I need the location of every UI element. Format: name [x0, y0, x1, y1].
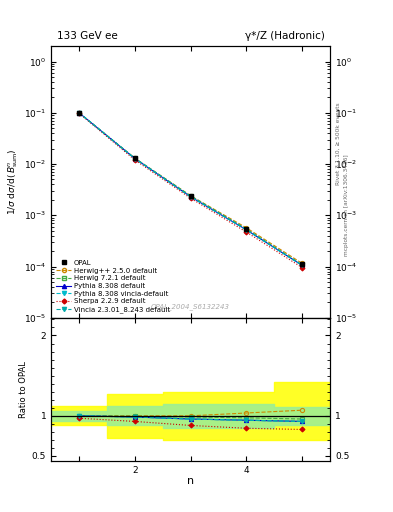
Sherpa 2.2.9 default — [77, 110, 81, 116]
Text: 133 GeV ee: 133 GeV ee — [57, 31, 118, 40]
Pythia 8.308 default — [188, 194, 193, 200]
Herwig++ 2.5.0 default — [77, 110, 81, 116]
Pythia 8.308 vincia-default — [132, 156, 137, 162]
Pythia 8.308 vincia-default — [77, 110, 81, 116]
Text: Rivet 3.1.10, ≥ 500k events: Rivet 3.1.10, ≥ 500k events — [336, 102, 341, 185]
Text: mcplots.cern.ch [arXiv:1306.3436]: mcplots.cern.ch [arXiv:1306.3436] — [344, 154, 349, 255]
Pythia 8.308 vincia-default — [244, 227, 249, 233]
Line: Herwig 7.2.1 default: Herwig 7.2.1 default — [77, 111, 304, 267]
Line: Pythia 8.308 default: Pythia 8.308 default — [77, 111, 304, 268]
Text: OPAL_2004_S6132243: OPAL_2004_S6132243 — [151, 303, 230, 310]
Herwig 7.2.1 default — [300, 262, 305, 268]
Legend: OPAL, Herwig++ 2.5.0 default, Herwig 7.2.1 default, Pythia 8.308 default, Pythia: OPAL, Herwig++ 2.5.0 default, Herwig 7.2… — [55, 259, 172, 314]
Herwig 7.2.1 default — [244, 226, 249, 232]
Pythia 8.308 vincia-default — [188, 194, 193, 200]
Vincia 2.3.01_8.243 default — [244, 227, 249, 233]
Vincia 2.3.01_8.243 default — [188, 194, 193, 200]
Sherpa 2.2.9 default — [132, 157, 137, 163]
Herwig++ 2.5.0 default — [132, 155, 137, 161]
Herwig 7.2.1 default — [188, 193, 193, 199]
Herwig++ 2.5.0 default — [300, 261, 305, 267]
Line: Herwig++ 2.5.0 default: Herwig++ 2.5.0 default — [77, 111, 304, 266]
Text: γ*/Z (Hadronic): γ*/Z (Hadronic) — [245, 31, 325, 40]
Herwig++ 2.5.0 default — [188, 193, 193, 199]
Pythia 8.308 default — [300, 262, 305, 268]
Pythia 8.308 vincia-default — [300, 262, 305, 268]
Y-axis label: $1/\sigma\;\mathrm{d}\sigma/\mathrm{d}(\,B^n_\mathrm{sum})$: $1/\sigma\;\mathrm{d}\sigma/\mathrm{d}(\… — [6, 148, 20, 215]
Vincia 2.3.01_8.243 default — [132, 156, 137, 162]
Y-axis label: Ratio to OPAL: Ratio to OPAL — [19, 361, 28, 418]
X-axis label: n: n — [187, 476, 194, 486]
Line: Vincia 2.3.01_8.243 default: Vincia 2.3.01_8.243 default — [77, 111, 304, 268]
Line: Pythia 8.308 vincia-default: Pythia 8.308 vincia-default — [77, 111, 304, 268]
Pythia 8.308 default — [244, 227, 249, 233]
Herwig++ 2.5.0 default — [244, 225, 249, 231]
Pythia 8.308 default — [77, 110, 81, 116]
Vincia 2.3.01_8.243 default — [300, 262, 305, 268]
Pythia 8.308 default — [132, 156, 137, 162]
Vincia 2.3.01_8.243 default — [77, 110, 81, 116]
Sherpa 2.2.9 default — [188, 195, 193, 201]
Herwig 7.2.1 default — [77, 110, 81, 116]
Sherpa 2.2.9 default — [300, 265, 305, 271]
Sherpa 2.2.9 default — [244, 229, 249, 235]
Herwig 7.2.1 default — [132, 155, 137, 161]
Line: Sherpa 2.2.9 default: Sherpa 2.2.9 default — [77, 112, 304, 269]
